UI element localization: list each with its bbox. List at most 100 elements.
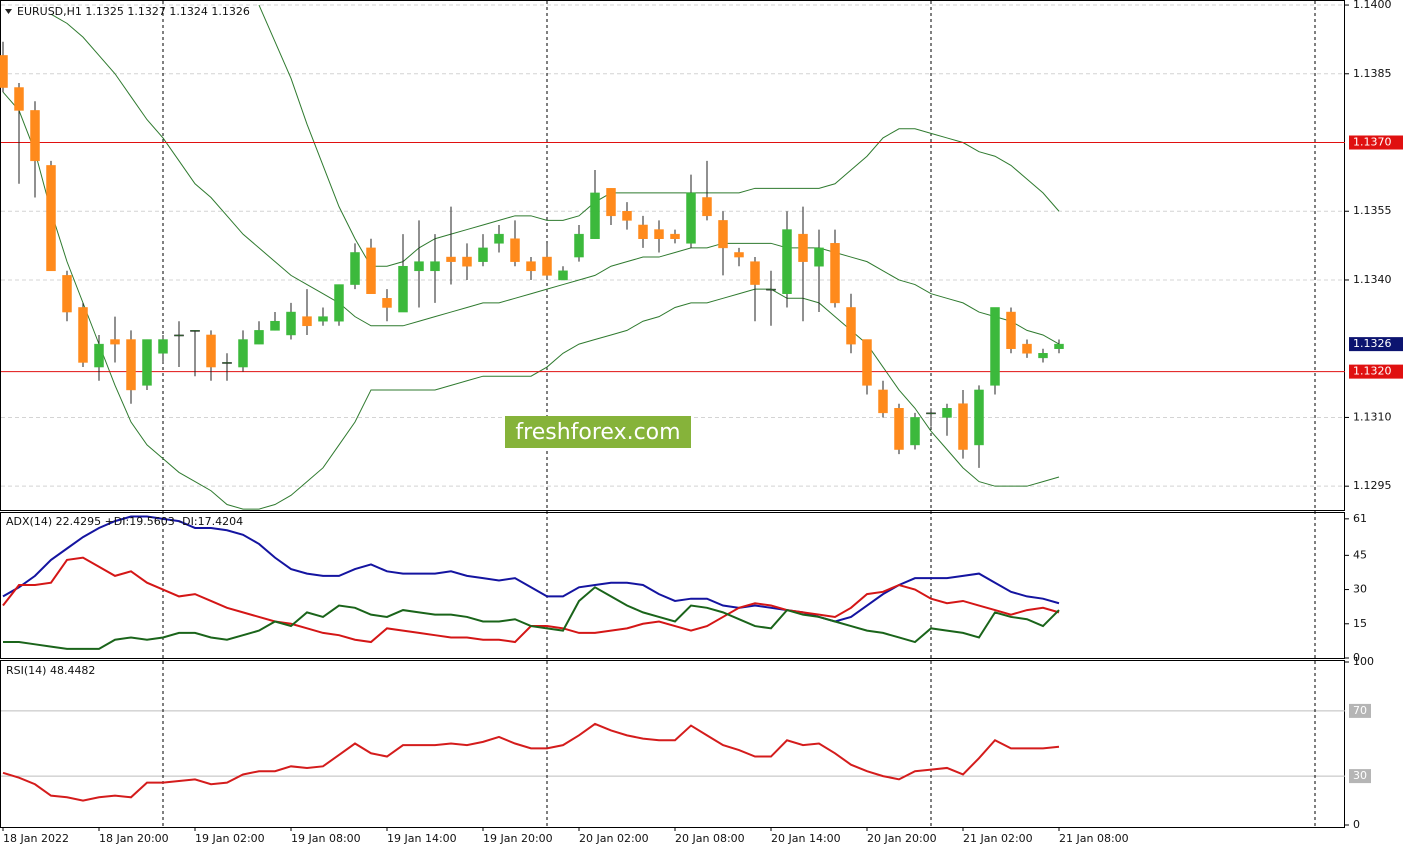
candle-body — [430, 261, 440, 272]
x-tick-label: 20 Jan 02:00 — [579, 832, 649, 845]
candle-body — [94, 343, 104, 368]
candle-body — [670, 233, 680, 239]
marks-layer — [0, 4, 1345, 802]
level-label-box — [1349, 703, 1371, 718]
candle-body — [1006, 311, 1016, 349]
candle-body — [718, 220, 728, 249]
y-tick-label: 1.1355 — [1353, 204, 1392, 217]
candle-body — [286, 311, 296, 336]
x-tick-label: 21 Jan 02:00 — [963, 832, 1033, 845]
candle-body — [318, 316, 328, 322]
x-tick-label: 20 Jan 20:00 — [867, 832, 937, 845]
last-price-label: 1.1326 — [1353, 337, 1392, 350]
candle-body — [334, 284, 344, 322]
candle-body — [222, 362, 232, 364]
candle-body — [766, 288, 776, 291]
y-tick-label: 45 — [1353, 548, 1367, 561]
candle-body — [1022, 343, 1032, 354]
band-line — [258, 4, 1060, 267]
candle-body — [958, 403, 968, 450]
candle-body — [622, 210, 632, 221]
candle-body — [238, 339, 248, 368]
indicator-line — [2, 515, 1060, 623]
candle-body — [1038, 353, 1048, 359]
level-label-box — [1349, 364, 1403, 379]
candle-body — [894, 408, 904, 450]
candle-body — [702, 197, 712, 217]
candle-body — [526, 261, 536, 272]
candle-body — [798, 233, 808, 262]
menu-triangle — [5, 9, 12, 14]
candle-body — [814, 247, 824, 267]
level-label-box — [1349, 769, 1371, 784]
y-tick-label: 1.1400 — [1353, 0, 1392, 11]
level-label: 1.1320 — [1353, 365, 1392, 378]
y-tick-label: 15 — [1353, 617, 1367, 630]
candle-body — [750, 261, 760, 285]
y-tick-label: 1.1385 — [1353, 67, 1392, 80]
y-tick-label: 1.1295 — [1353, 479, 1392, 492]
rsi-title: RSI(14) 48.4482 — [6, 664, 95, 677]
y-tick-label: 1.1310 — [1353, 410, 1392, 423]
candle-body — [942, 408, 952, 418]
candle-body — [382, 298, 392, 308]
y-tick-label: 100 — [1353, 655, 1374, 668]
x-tick-label: 20 Jan 08:00 — [675, 832, 745, 845]
last-price-box — [1349, 337, 1403, 352]
watermark-box — [505, 416, 691, 448]
y-tick-label: 0 — [1353, 818, 1360, 831]
band-line — [2, 91, 1060, 510]
candle-body — [126, 339, 136, 391]
candle-body — [974, 389, 984, 446]
level-label-box — [1349, 135, 1403, 150]
adx-panel — [0, 512, 1345, 659]
candle-body — [782, 229, 792, 294]
candle-body — [254, 330, 264, 345]
x-tick-label: 21 Jan 08:00 — [1059, 832, 1129, 845]
candle-body — [478, 247, 488, 262]
candle-body — [846, 307, 856, 345]
candle-body — [590, 192, 600, 239]
y-tick-label: 61 — [1353, 512, 1367, 525]
candle-body — [206, 334, 216, 368]
candle-body — [638, 224, 648, 239]
y-tick-label: 1.1340 — [1353, 273, 1392, 286]
candle-body — [606, 188, 616, 217]
candle-body — [510, 238, 520, 262]
watermark: freshforex.com — [515, 420, 680, 445]
candle-body — [558, 270, 568, 281]
candle-body — [910, 417, 920, 446]
main-title: EURUSD,H1 1.1325 1.1327 1.1324 1.1326 — [17, 5, 250, 18]
candle-body — [270, 320, 280, 331]
candle-body — [878, 389, 888, 414]
level-label: 1.1370 — [1353, 136, 1392, 149]
x-tick-label: 19 Jan 02:00 — [195, 832, 265, 845]
candle-body — [0, 55, 8, 88]
x-tick-label: 20 Jan 14:00 — [771, 832, 841, 845]
candle-body — [862, 339, 872, 386]
candle-body — [574, 233, 584, 258]
x-tick-label: 18 Jan 2022 — [3, 832, 69, 845]
indicator-line — [3, 586, 1060, 650]
candle-body — [414, 261, 424, 272]
candle-body — [494, 233, 504, 244]
candle-body — [686, 192, 696, 244]
candle-body — [542, 256, 552, 276]
y-tick-label: 0 — [1353, 651, 1360, 664]
y-tick-label: 30 — [1353, 583, 1367, 596]
rsi-panel — [0, 660, 1345, 828]
candle-body — [654, 229, 664, 239]
candle-body — [110, 339, 120, 345]
candle-body — [174, 334, 184, 337]
candle-body — [446, 256, 456, 262]
candle-body — [14, 87, 24, 111]
adx-title: ADX(14) 22.4295 +DI:19.5603 -DI:17.4204 — [6, 515, 243, 528]
candle-body — [62, 275, 72, 313]
candle-body — [46, 165, 56, 272]
candle-body — [158, 339, 168, 354]
candle-body — [462, 256, 472, 267]
band-line — [50, 13, 1060, 345]
candle-body — [78, 307, 88, 363]
